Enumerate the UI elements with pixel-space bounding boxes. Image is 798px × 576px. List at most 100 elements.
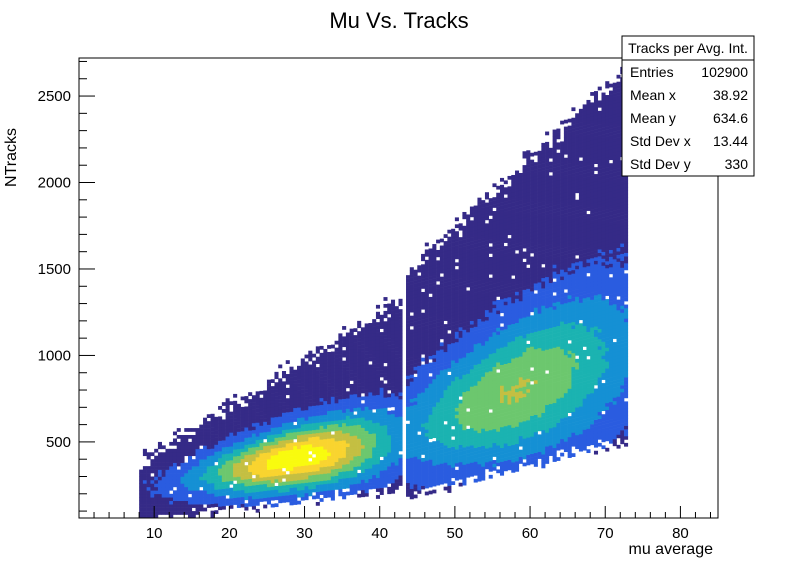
heatmap-cell <box>466 370 471 374</box>
heatmap-cell <box>353 442 358 447</box>
heatmap-cell <box>259 456 264 461</box>
heatmap-cell <box>424 453 429 458</box>
heatmap-cell <box>248 426 253 431</box>
heatmap-cell <box>462 391 467 396</box>
heatmap-cell <box>308 447 313 452</box>
heatmap-cell <box>484 233 490 238</box>
heatmap-cell <box>428 469 433 474</box>
heatmap-cell <box>323 470 328 474</box>
heatmap-cell <box>443 279 448 283</box>
heatmap-cell <box>515 374 520 379</box>
heatmap-cell <box>492 217 497 222</box>
heatmap-cell <box>157 462 162 467</box>
heatmap-cell <box>342 367 347 372</box>
heatmap-cell <box>409 478 414 482</box>
heatmap-cell <box>473 361 478 365</box>
heatmap-cell <box>484 195 490 200</box>
heatmap-cell <box>406 396 411 400</box>
heatmap-cell <box>488 436 493 441</box>
heatmap-cell <box>458 358 463 362</box>
heatmap-cell <box>492 280 497 284</box>
heatmap-cell <box>499 423 505 428</box>
heatmap-cell <box>312 495 317 500</box>
heatmap-cell <box>191 483 196 488</box>
heatmap-cell <box>436 239 441 244</box>
heatmap-cell <box>507 383 512 388</box>
heatmap-cell <box>432 268 437 273</box>
heatmap-cell <box>304 458 309 463</box>
heatmap-cell <box>206 483 211 488</box>
heatmap-cell <box>364 465 369 470</box>
heatmap-cell <box>462 367 467 372</box>
heatmap-cell <box>304 385 309 390</box>
heatmap-cell <box>338 478 343 483</box>
heatmap-cell <box>342 381 347 386</box>
heatmap-cell <box>526 416 531 421</box>
heatmap-cell <box>484 392 490 397</box>
heatmap-cell <box>451 332 456 337</box>
heatmap-cell <box>394 451 399 456</box>
heatmap-cell <box>383 456 388 460</box>
heatmap-cell <box>184 483 189 488</box>
heatmap-cell <box>172 493 178 498</box>
heatmap-cell <box>503 432 508 437</box>
heatmap-cell <box>383 421 388 426</box>
heatmap-cell <box>473 375 478 379</box>
heatmap-cell <box>206 504 211 508</box>
heatmap-cell <box>503 249 508 254</box>
heatmap-cell <box>409 409 414 413</box>
heatmap-cell <box>357 338 362 342</box>
heatmap-cell <box>293 476 298 481</box>
heatmap-cell <box>447 482 452 486</box>
heatmap-cell <box>466 325 471 329</box>
heatmap-cell <box>526 254 531 258</box>
heatmap-cell <box>169 441 174 446</box>
heatmap-cell <box>353 449 358 454</box>
heatmap-cell <box>413 331 418 336</box>
heatmap-cell <box>293 463 298 467</box>
heatmap-cell <box>304 378 309 383</box>
heatmap-cell <box>184 473 189 477</box>
heatmap-cell <box>462 416 467 420</box>
heatmap-cell <box>447 416 452 421</box>
heatmap-cell <box>304 430 309 435</box>
heatmap-cell <box>439 311 444 316</box>
heatmap-cell <box>436 298 441 303</box>
heatmap-cell <box>390 389 396 394</box>
heatmap-cell <box>274 416 279 421</box>
heatmap-cell <box>210 431 215 435</box>
heatmap-cell <box>312 371 317 375</box>
heatmap-cell <box>481 258 486 263</box>
heatmap-cell <box>428 331 433 336</box>
heatmap-cell <box>285 374 290 378</box>
heatmap-cell <box>421 291 426 296</box>
heatmap-cell <box>236 441 241 446</box>
heatmap-cell <box>360 451 365 456</box>
heatmap-cell <box>518 179 523 184</box>
heatmap-cell <box>492 259 497 264</box>
heatmap-cell <box>481 445 486 450</box>
heatmap-cell <box>139 511 144 515</box>
heatmap-cell <box>421 440 426 445</box>
heatmap-cell <box>390 375 396 380</box>
heatmap-cell <box>439 249 444 253</box>
heatmap-cell <box>251 415 256 420</box>
heatmap-cell <box>530 308 535 313</box>
heatmap-cell <box>428 490 433 495</box>
heatmap-cell <box>530 322 535 326</box>
heatmap-cell <box>266 386 271 391</box>
heatmap-cell <box>210 472 215 477</box>
heatmap-cell <box>360 472 365 477</box>
heatmap-cell <box>364 326 369 331</box>
heatmap-cell <box>530 432 535 437</box>
heatmap-cell <box>515 187 520 192</box>
heatmap-cell <box>424 329 429 333</box>
heatmap-cell <box>406 292 411 297</box>
heatmap-cell <box>511 361 516 366</box>
heatmap-cell <box>293 400 298 405</box>
heatmap-cell <box>360 337 365 342</box>
heatmap-cell <box>334 461 339 466</box>
heatmap-cell <box>518 307 523 312</box>
heatmap-cell <box>451 335 456 340</box>
heatmap-cell <box>477 446 482 451</box>
